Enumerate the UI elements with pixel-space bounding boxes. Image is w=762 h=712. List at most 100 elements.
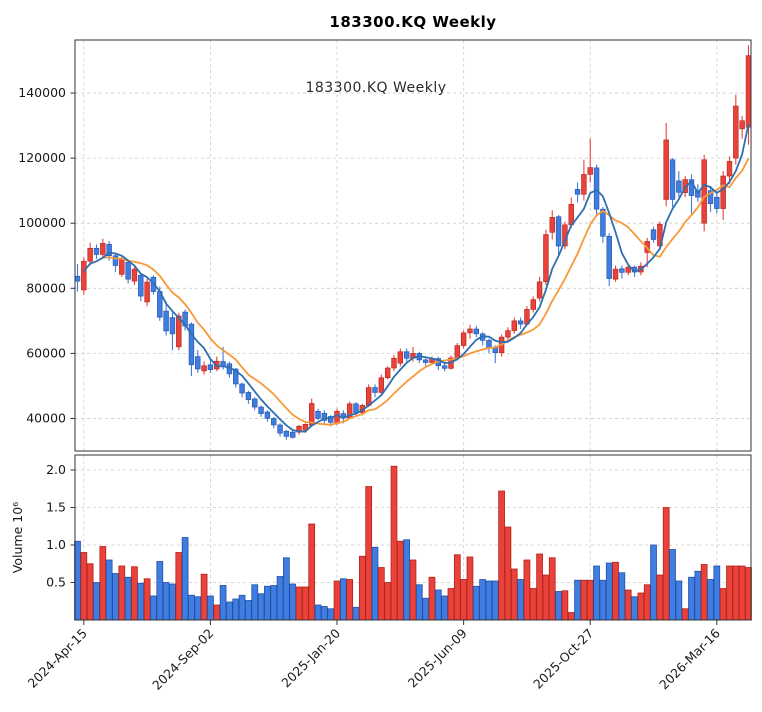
x-tick-label: 2024-Apr-15 (25, 626, 90, 691)
volume-bar (289, 583, 297, 621)
candle-body (378, 377, 385, 393)
volume-bar (276, 576, 284, 621)
volume-bar (700, 564, 708, 621)
candle-body (460, 332, 467, 346)
volume-bar (472, 585, 480, 621)
candle-body (568, 204, 574, 226)
candle-body (669, 159, 676, 200)
candle-body (315, 410, 321, 419)
candle-body (733, 105, 739, 159)
volume-bar (447, 588, 455, 621)
volume-bar (213, 604, 221, 621)
volume-bar (99, 546, 107, 621)
volume-bar (219, 585, 227, 621)
volume-bar (327, 608, 335, 621)
candle-body (302, 424, 309, 431)
volume-bar (156, 561, 164, 621)
volume-bar (643, 584, 651, 621)
inplot-symbol-label: 183300.KQ Weekly (305, 80, 447, 96)
volume-bar (536, 553, 543, 621)
volume-bar (352, 606, 360, 621)
volume-bar (434, 589, 442, 621)
price-tick-label: 120000 (18, 150, 66, 165)
x-tick-label: 2025-Oct-27 (530, 626, 596, 692)
volume-bar (726, 565, 733, 621)
volume-bar (422, 597, 430, 621)
volume-bar (415, 584, 423, 621)
candle-body (233, 368, 239, 385)
volume-bar (599, 579, 607, 621)
volume-bar (371, 546, 379, 621)
candle-body (169, 317, 176, 335)
volume-bar (93, 582, 100, 621)
price-y-axis: 40000 60000 80000 100000 120000 140000 (18, 85, 75, 425)
volume-bar (719, 588, 727, 621)
candle-body (739, 120, 745, 130)
volume-bar (175, 552, 183, 621)
candle-body (663, 139, 669, 200)
volume-tick-label: 1.5 (46, 500, 66, 515)
volume-bar (245, 600, 252, 621)
volume-bar (612, 561, 619, 621)
volume-bar (194, 596, 202, 621)
volume-bar (707, 579, 714, 621)
volume-bar (586, 579, 594, 621)
candle-body (555, 216, 562, 247)
volume-bar (207, 595, 214, 621)
volume-bar (637, 592, 645, 621)
volume-bar (403, 539, 411, 621)
candle-body (391, 357, 397, 369)
volume-bar (479, 579, 486, 621)
volume-bar (86, 563, 94, 621)
candle-body (530, 299, 536, 310)
volume-bar (270, 585, 278, 621)
candle-body (283, 430, 290, 437)
candle-body (397, 351, 404, 364)
candle-body (505, 330, 511, 338)
candle-body (277, 424, 283, 434)
candle-body (726, 161, 733, 177)
volume-bar (80, 552, 88, 621)
candle-body (93, 247, 100, 255)
volume-bar (523, 559, 531, 621)
candle-body (258, 406, 264, 414)
volume-bar (150, 595, 157, 621)
volume-bar (631, 596, 638, 621)
volume-tick-label: 2.0 (46, 462, 66, 477)
candle-body (676, 180, 682, 193)
volume-bar (137, 582, 145, 621)
volume-bar (574, 579, 581, 621)
volume-bar (517, 579, 524, 621)
candle-body (511, 320, 517, 331)
candle-body (131, 268, 138, 282)
volume-bar (200, 573, 208, 621)
volume-bar (283, 557, 290, 621)
candle-body (81, 260, 87, 291)
volume-tick-label: 0.5 (46, 575, 66, 590)
volume-bar (504, 526, 512, 621)
price-tick-label: 60000 (26, 345, 66, 360)
volume-bar (681, 608, 689, 621)
candle-body (384, 367, 391, 379)
x-tick-label: 2026-Mar-16 (656, 625, 723, 692)
candle-body (574, 189, 581, 195)
volume-bar (390, 465, 398, 621)
volume-bar (131, 566, 138, 621)
candle-body (714, 196, 720, 209)
panel-borders (74, 39, 752, 621)
volume-bar (340, 578, 347, 621)
volume-bar (738, 565, 746, 621)
candle-body (707, 190, 714, 204)
candle-body (543, 234, 549, 283)
candle-body (701, 159, 707, 224)
candle-body (581, 174, 587, 195)
candle-body (365, 387, 372, 406)
volume-bar (441, 595, 448, 621)
volume-bar (510, 568, 518, 621)
price-tick-label: 140000 (18, 85, 66, 100)
volume-bar (295, 586, 303, 621)
candle-body (612, 268, 619, 280)
volume-bar (529, 588, 537, 621)
